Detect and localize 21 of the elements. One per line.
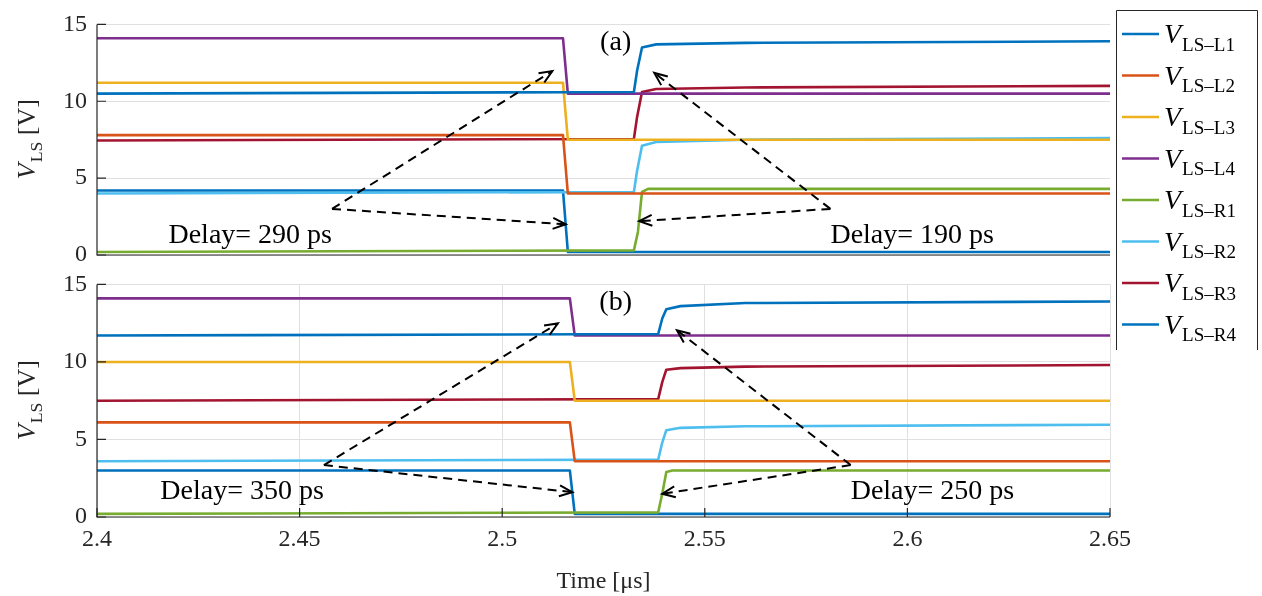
- y-tick-label: 10: [63, 347, 87, 374]
- annotation: Delay= 250 ps: [850, 474, 1015, 506]
- x-axis-title: Time [μs]: [556, 566, 651, 593]
- y-axis-title: VLS [V]: [12, 360, 47, 441]
- annotation: Delay= 290 ps: [168, 217, 333, 249]
- y-axis-title: VLS [V]: [12, 99, 47, 180]
- x-tick-label: 2.6: [892, 524, 923, 551]
- y-tick-label: 5: [75, 163, 87, 190]
- y-tick-label: 15: [63, 269, 87, 296]
- y-tick-label: 5: [75, 424, 87, 451]
- annotation: Delay= 190 ps: [830, 217, 994, 249]
- annotation: Delay= 350 ps: [160, 474, 324, 506]
- x-tick-label: 2.65: [1089, 524, 1131, 551]
- x-tick-label: 2.45: [278, 524, 321, 551]
- x-tick-label: 2.5: [487, 524, 518, 551]
- annotation: (b): [599, 285, 632, 317]
- y-tick-label: 0: [75, 240, 87, 267]
- y-tick-label: 15: [63, 9, 87, 36]
- x-tick-label: 2.55: [683, 524, 726, 551]
- annotation: (a): [600, 25, 632, 57]
- y-tick-label: 10: [63, 86, 87, 113]
